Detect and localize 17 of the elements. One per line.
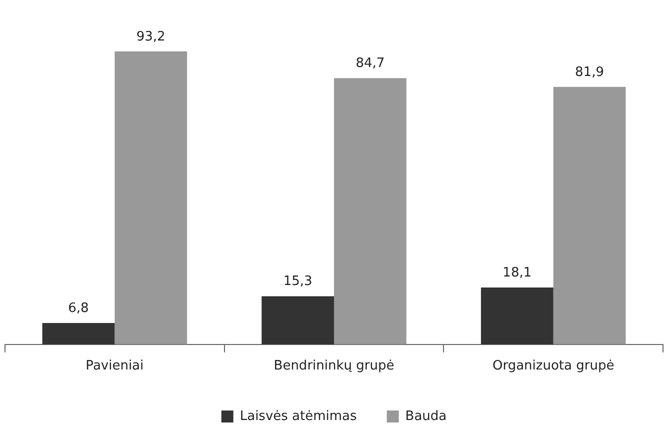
- bar: [42, 323, 115, 344]
- bar: [334, 78, 406, 344]
- bar: [262, 296, 334, 344]
- legend-label: Bauda: [405, 408, 447, 424]
- bar: [553, 86, 626, 344]
- data-label: 18,1: [502, 265, 532, 280]
- data-label: 93,2: [136, 29, 166, 44]
- x-tick-label: Pavieniai: [86, 358, 144, 374]
- data-label: 81,9: [575, 64, 604, 80]
- data-label: 15,3: [283, 274, 312, 290]
- x-tick-label: Organizuota grupė: [492, 358, 614, 374]
- legend-label: Laisvės atėmimas: [240, 408, 358, 424]
- bar: [480, 287, 554, 344]
- data-label: 6,8: [68, 300, 89, 316]
- x-tick-label: Bendrininkų grupė: [274, 358, 394, 374]
- data-label: 84,7: [356, 56, 385, 71]
- bar: [114, 51, 188, 344]
